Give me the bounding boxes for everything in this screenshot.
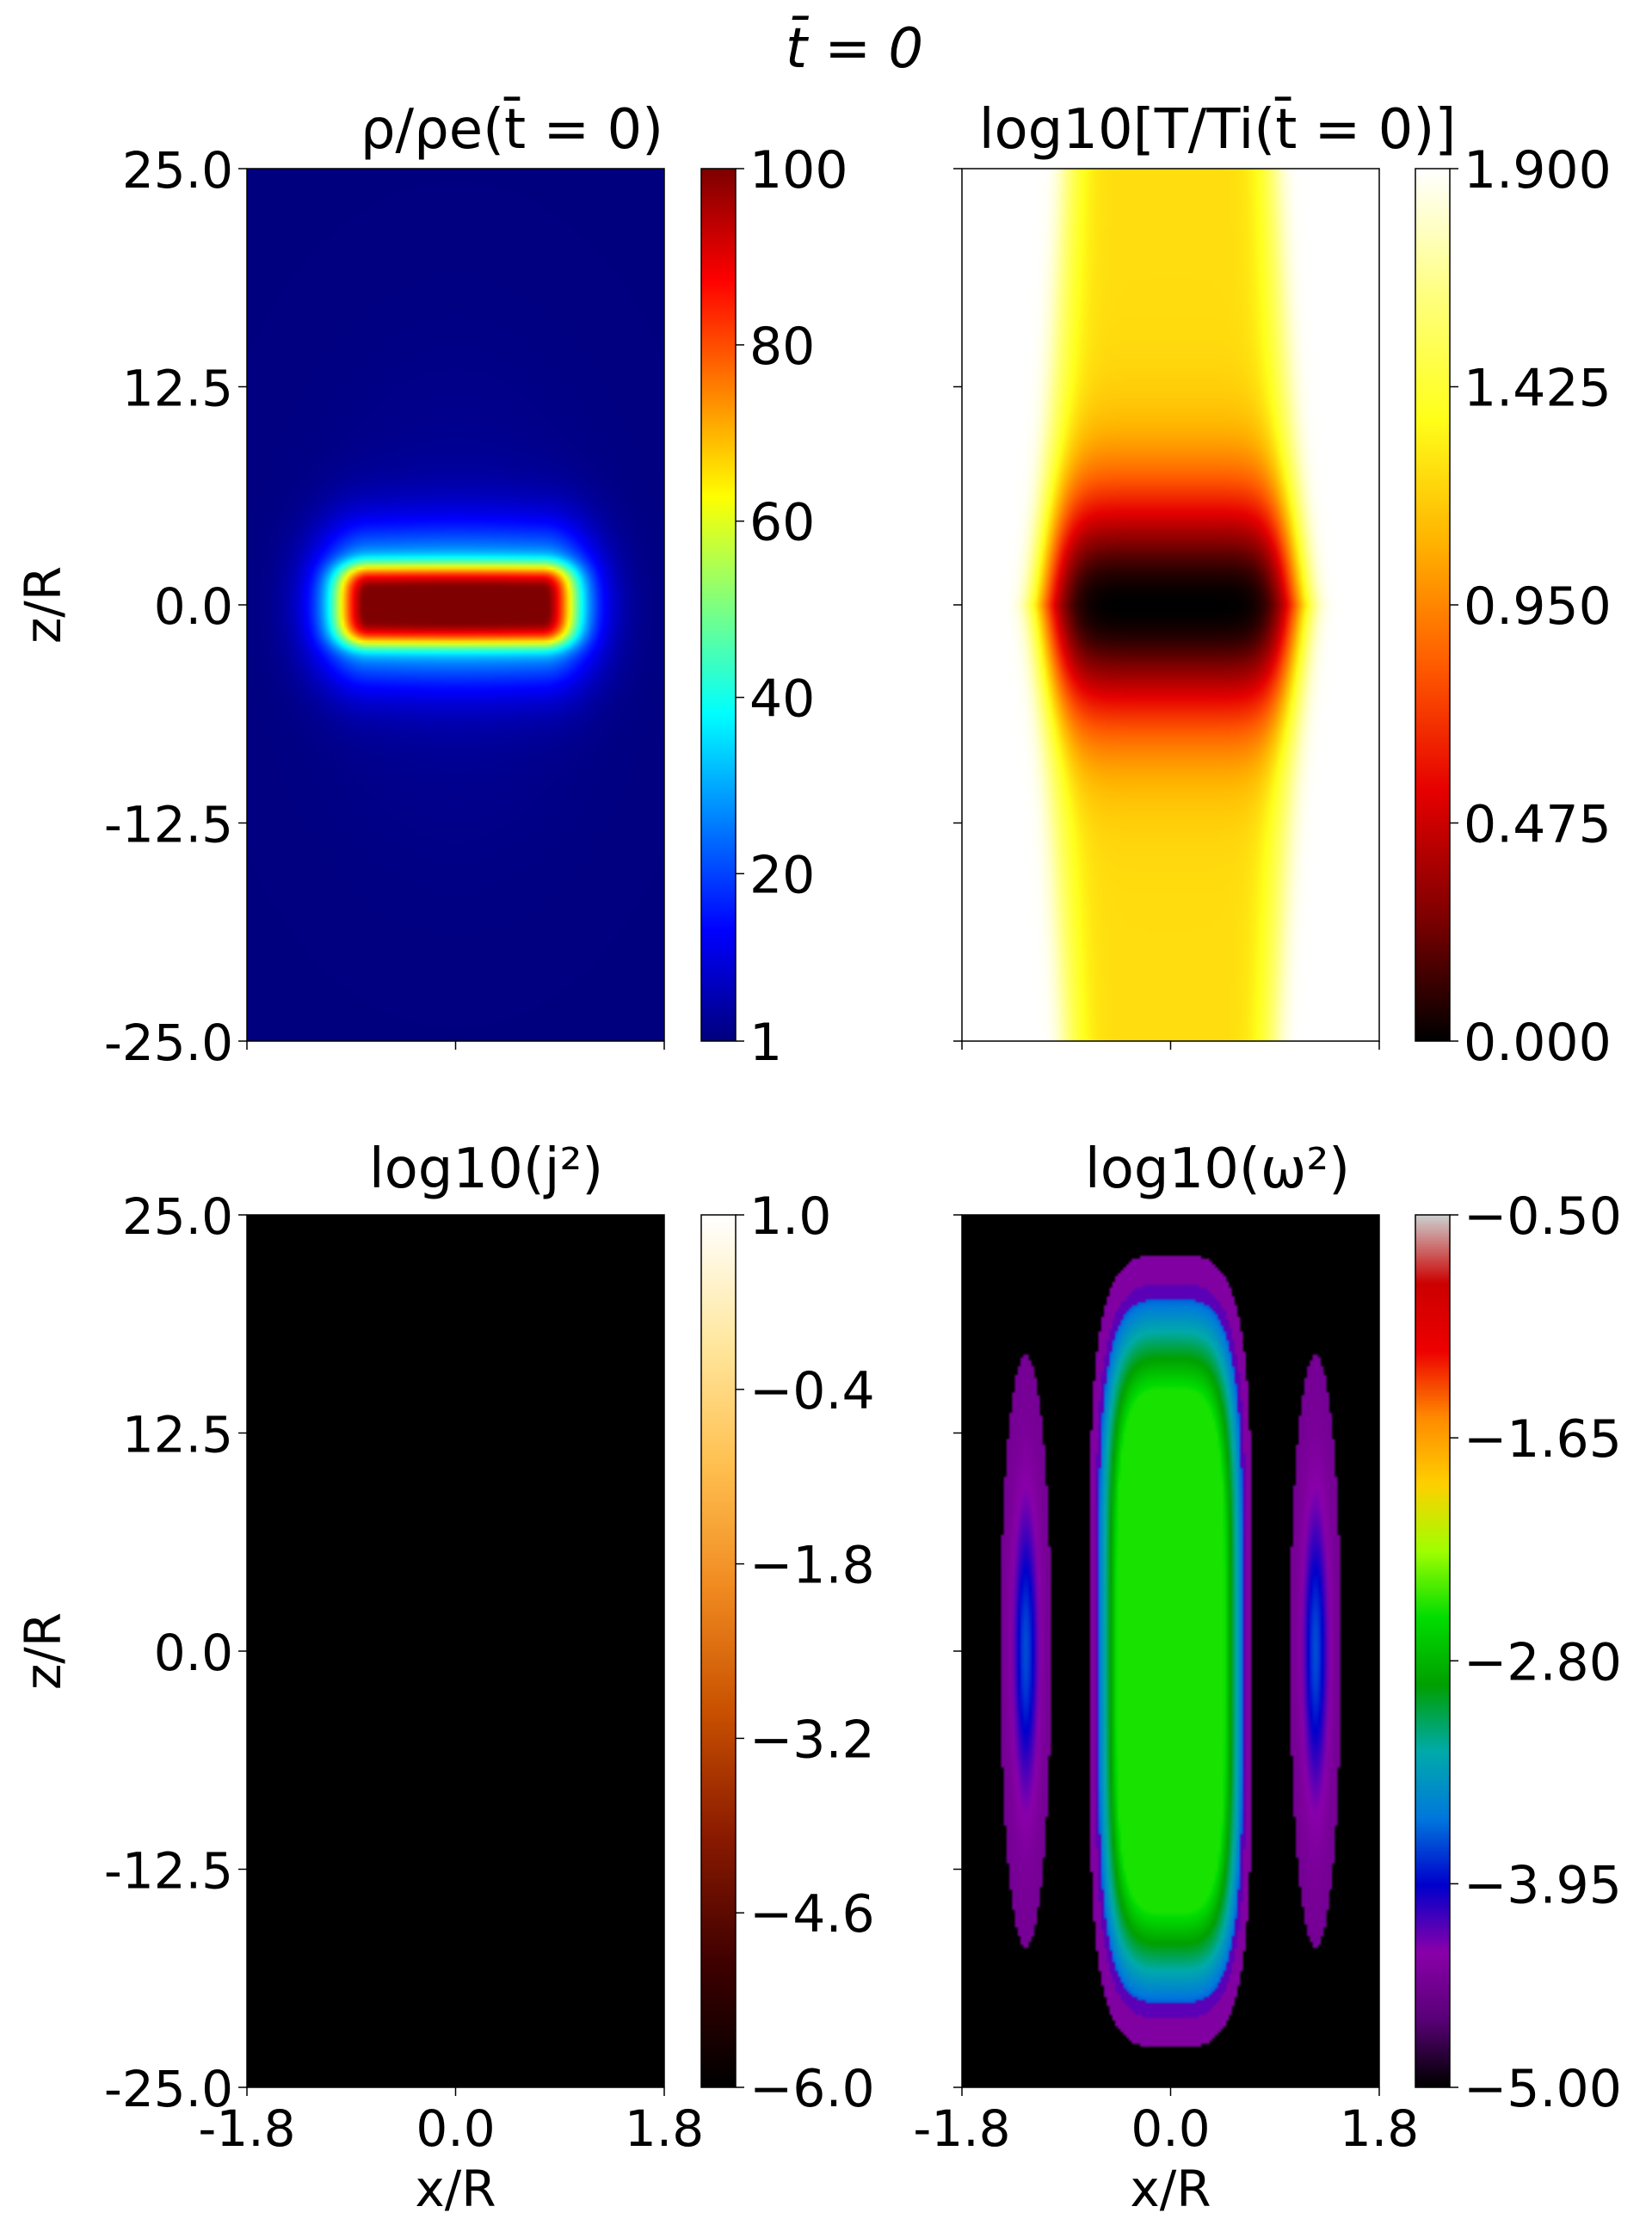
vorticity-colorbar-tick-label: −3.95 — [1464, 1855, 1622, 1915]
vorticity-heatmap — [962, 1215, 1379, 2087]
vorticity-xtick-label: 0.0 — [1131, 2099, 1210, 2158]
density-colorbar-tick-label: 20 — [749, 845, 815, 905]
current-ytick-label: -25.0 — [104, 2060, 233, 2118]
vorticity-colorbar-tick-label: −5.00 — [1464, 2059, 1622, 2119]
temperature-colorbar-tick-label: 0.475 — [1464, 795, 1612, 855]
density-colorbar-tick-label: 100 — [749, 140, 848, 200]
density-colorbar-tick-label: 1 — [749, 1013, 782, 1073]
vorticity-colorbar — [1415, 1215, 1450, 2087]
current-xtick-label: 1.8 — [625, 2099, 704, 2158]
temperature-colorbar-tick-label: 0.950 — [1464, 576, 1612, 637]
current-colorbar — [701, 1215, 736, 2087]
density-ytick-label: 25.0 — [122, 141, 233, 200]
temperature-colorbar-tick-label: 1.425 — [1464, 359, 1612, 419]
vorticity-colorbar-frame — [1415, 1214, 1451, 2088]
current-ytick-label: -12.5 — [104, 1842, 233, 1901]
density-colorbar-tick-label: 60 — [749, 493, 815, 553]
current-ytick-label: 0.0 — [154, 1624, 233, 1682]
current-ylabel: z/R — [14, 1612, 72, 1690]
density-colorbar-frame — [700, 168, 737, 1042]
current-title: log10(j²) — [369, 1137, 603, 1201]
density-colorbar-tick-label: 80 — [749, 317, 815, 377]
vorticity-xlabel: x/R — [1130, 2160, 1211, 2218]
density-ytick-label: -12.5 — [104, 796, 233, 854]
vorticity-xtick-label: -1.8 — [913, 2099, 1010, 2158]
density-title: ρ/ρe(t̄ = 0) — [361, 96, 663, 162]
density-colorbar — [701, 169, 736, 1041]
current-xtick-label: 0.0 — [416, 2099, 495, 2158]
density-ytick-label: 12.5 — [122, 360, 233, 418]
vorticity-title: log10(ω²) — [1085, 1137, 1350, 1201]
current-colorbar-tick-label: 1.0 — [749, 1186, 831, 1247]
panel-current: log10(j²) 25.0 12.5 0.0 -12.5 -25.0-1.8 0.0 1.8… — [14, 1137, 875, 2218]
temperature-colorbar-tick-label: 0.000 — [1464, 1013, 1612, 1073]
current-xlabel: x/R — [415, 2160, 496, 2218]
figure-title: t̄ = 0 — [786, 15, 923, 81]
vorticity-colorbar-tick-label: −0.50 — [1464, 1186, 1622, 1247]
density-heatmap — [247, 169, 664, 1041]
temperature-colorbar — [1415, 169, 1450, 1041]
temperature-title: log10[T/Ti(t̄ = 0)] — [979, 96, 1457, 162]
current-colorbar-frame — [700, 1214, 737, 2088]
current-colorbar-tick-label: −1.8 — [749, 1536, 875, 1596]
current-colorbar-tick-label: −4.6 — [749, 1884, 875, 1945]
temperature-colorbar-tick-label: 1.900 — [1464, 140, 1612, 200]
current-heatmap — [247, 1215, 664, 2087]
vorticity-xtick-label: 1.8 — [1340, 2099, 1419, 2158]
current-ytick-label: 25.0 — [122, 1187, 233, 1246]
current-colorbar-tick-label: −6.0 — [749, 2059, 875, 2119]
current-ytick-label: 12.5 — [122, 1406, 233, 1464]
current-xtick-label: -1.8 — [198, 2099, 295, 2158]
density-ylabel: z/R — [14, 566, 72, 644]
density-ytick-label: 0.0 — [154, 577, 233, 636]
current-colorbar-tick-label: −3.2 — [749, 1710, 875, 1770]
density-ytick-label: -25.0 — [104, 1014, 233, 1072]
vorticity-colorbar-tick-label: −2.80 — [1464, 1632, 1622, 1692]
vorticity-colorbar-tick-label: −1.65 — [1464, 1409, 1622, 1470]
panel-density: ρ/ρe(t̄ = 0) 25.0 12.5 0.0 -12.5 -25.0 z/R 1 20 4… — [14, 96, 848, 1073]
density-colorbar-tick-label: 40 — [749, 669, 815, 730]
current-colorbar-tick-label: −0.4 — [749, 1361, 875, 1421]
panel-temperature: log10[T/Ti(t̄ = 0)] 0.000 0.475 0.950 1.425 1… — [953, 96, 1612, 1073]
temperature-heatmap — [962, 169, 1379, 1041]
panel-vorticity: log10(ω²) -1.8 0.0 1.8 x/R −5.00 −3.95 −2.80 −1.… — [913, 1137, 1621, 2218]
